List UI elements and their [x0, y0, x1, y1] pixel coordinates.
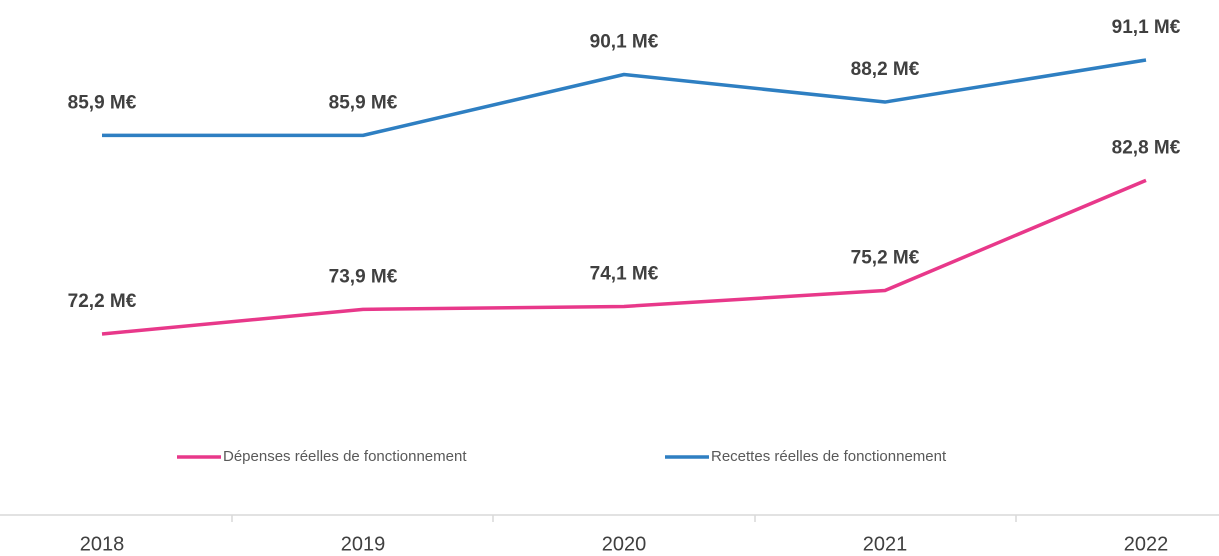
- x-tick-label: 2022: [1124, 533, 1169, 555]
- data-label: 74,1 M€: [590, 263, 659, 284]
- x-tick-label: 2019: [341, 533, 386, 555]
- x-tick-label: 2018: [80, 533, 125, 555]
- data-label: 72,2 M€: [68, 291, 137, 312]
- data-label: 85,9 M€: [329, 92, 398, 113]
- legend-label: Recettes réelles de fonctionnement: [711, 448, 947, 465]
- data-label: 91,1 M€: [1112, 17, 1181, 38]
- data-label: 73,9 M€: [329, 266, 398, 287]
- x-tick-label: 2021: [863, 533, 908, 555]
- x-tick-label: 2020: [602, 533, 647, 555]
- x-axis-separators: [231, 515, 1017, 522]
- data-label: 85,9 M€: [68, 92, 137, 113]
- series-line: [101, 178, 1147, 336]
- legend-label: Dépenses réelles de fonctionnement: [223, 448, 467, 465]
- data-label: 90,1 M€: [590, 32, 659, 53]
- data-label: 88,2 M€: [851, 59, 920, 80]
- data-label: 75,2 M€: [851, 248, 920, 269]
- series-line: [102, 58, 1147, 138]
- data-label: 82,8 M€: [1112, 137, 1181, 158]
